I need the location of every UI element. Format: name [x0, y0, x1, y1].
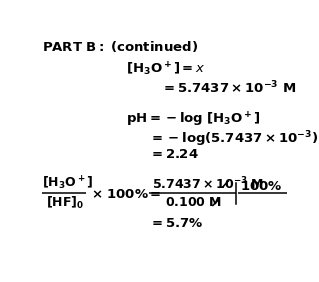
Text: $\mathbf{pH = -log\ [H_3O^+]}$: $\mathbf{pH = -log\ [H_3O^+]}$ [126, 111, 261, 129]
Text: $\mathbf{[H_3O^+] = \mathit{x}}$: $\mathbf{[H_3O^+] = \mathit{x}}$ [126, 61, 206, 78]
Text: $\mathbf{5.7437 \times 10^{-3}\ M}$: $\mathbf{5.7437 \times 10^{-3}\ M}$ [152, 176, 264, 192]
Text: $\mathbf{= 5.7\%}$: $\mathbf{= 5.7\%}$ [149, 217, 203, 230]
Text: $\mathbf{= -log(5.7437 \times 10^{-3})}$: $\mathbf{= -log(5.7437 \times 10^{-3})}$ [149, 129, 318, 149]
Text: $\mathbf{[HF]_0}$: $\mathbf{[HF]_0}$ [46, 195, 84, 211]
Text: $\mathbf{100\%}$: $\mathbf{100\%}$ [240, 180, 283, 193]
Text: $\mathbf{= 5.7437 \times 10^{-3}\ M}$: $\mathbf{= 5.7437 \times 10^{-3}\ M}$ [161, 80, 296, 96]
Text: $\mathbf{[H_3O^+]}$: $\mathbf{[H_3O^+]}$ [42, 175, 94, 192]
Text: $\mathbf{\times\ 100\% =}$: $\mathbf{\times\ 100\% =}$ [91, 188, 161, 201]
Text: $\mathbf{0.100\ M}$: $\mathbf{0.100\ M}$ [165, 196, 222, 209]
Text: $\mathbf{= 2.24}$: $\mathbf{= 2.24}$ [149, 148, 198, 161]
Text: $\bf{PART\ B:\ (continued)}$: $\bf{PART\ B:\ (continued)}$ [42, 39, 198, 54]
